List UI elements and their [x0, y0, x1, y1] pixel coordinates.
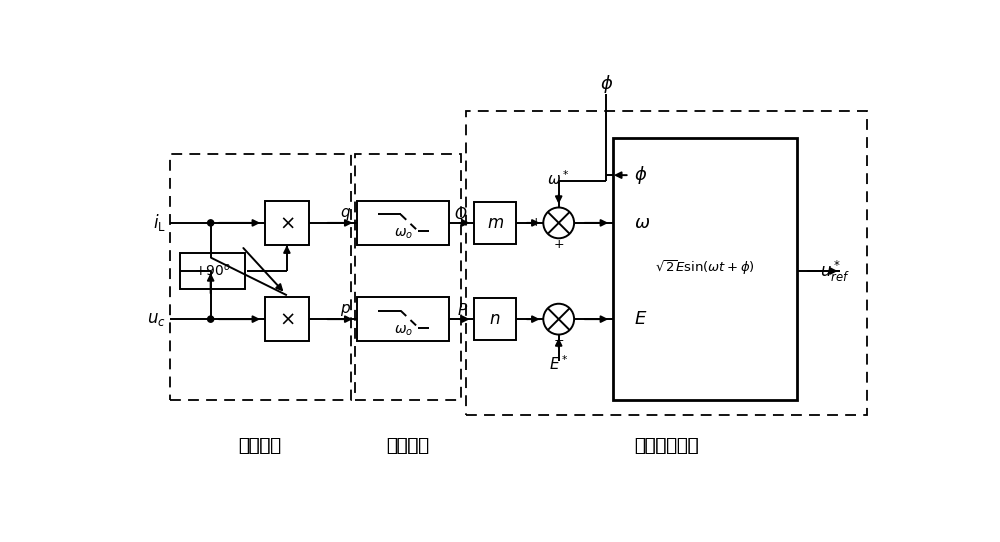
- Circle shape: [208, 220, 214, 226]
- Text: 功率计算: 功率计算: [238, 437, 281, 455]
- Text: $\omega_o$: $\omega_o$: [394, 227, 413, 241]
- Text: 低通滤波: 低通滤波: [386, 437, 429, 455]
- Bar: [355, 153, 461, 400]
- Bar: [613, 138, 797, 400]
- Text: $\omega^*$: $\omega^*$: [547, 169, 570, 188]
- Text: $\sqrt{2}E\sin(\omega t+\phi)$: $\sqrt{2}E\sin(\omega t+\phi)$: [655, 258, 755, 276]
- Circle shape: [208, 316, 214, 322]
- Bar: [180, 253, 245, 289]
- Text: $+$: $+$: [530, 216, 541, 229]
- Bar: [265, 201, 309, 245]
- Text: $\phi$: $\phi$: [600, 73, 613, 95]
- Text: $n$: $n$: [489, 310, 501, 328]
- Text: $\times$: $\times$: [279, 214, 295, 233]
- Bar: [170, 153, 351, 400]
- Text: $m$: $m$: [487, 214, 504, 232]
- Text: $\omega$: $\omega$: [634, 214, 650, 232]
- Bar: [474, 202, 516, 244]
- Text: $\times$: $\times$: [279, 309, 295, 328]
- Bar: [466, 111, 867, 415]
- Bar: [474, 298, 516, 340]
- Text: $E^*$: $E^*$: [549, 354, 569, 373]
- Text: 低通滤波: 低通滤波: [386, 437, 429, 455]
- Circle shape: [543, 208, 574, 238]
- Circle shape: [543, 304, 574, 334]
- Text: $\omega_o$: $\omega_o$: [394, 323, 413, 338]
- Text: $E$: $E$: [634, 310, 648, 328]
- Text: $u^*_{ref}$: $u^*_{ref}$: [820, 259, 851, 283]
- Text: 功率计算: 功率计算: [238, 437, 281, 455]
- Text: 参考电压合成: 参考电压合成: [634, 437, 699, 455]
- Bar: [265, 297, 309, 341]
- Text: $+$: $+$: [553, 334, 564, 347]
- Bar: [357, 201, 449, 245]
- Text: $P$: $P$: [457, 302, 468, 318]
- Text: $+90^o$: $+90^o$: [194, 263, 231, 279]
- Text: $q$: $q$: [340, 205, 351, 222]
- Text: $p$: $p$: [340, 302, 351, 318]
- Text: $-$: $-$: [530, 313, 541, 326]
- Text: $i_{\rm L}$: $i_{\rm L}$: [153, 212, 166, 234]
- Text: $+$: $+$: [553, 238, 564, 251]
- Text: $\phi$: $\phi$: [634, 164, 647, 186]
- Text: $u_c$: $u_c$: [147, 310, 166, 328]
- Text: 参考电压合成: 参考电压合成: [634, 437, 699, 455]
- Bar: [357, 297, 449, 341]
- Text: $Q$: $Q$: [454, 205, 468, 223]
